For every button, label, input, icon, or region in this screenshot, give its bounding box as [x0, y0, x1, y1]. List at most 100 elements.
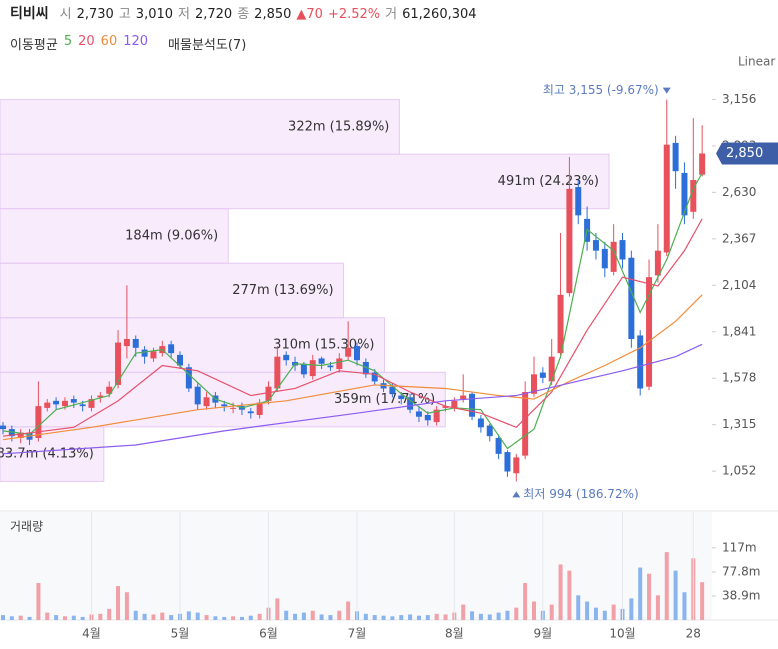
- volume-bar: [443, 614, 448, 620]
- volume-bar: [80, 616, 85, 620]
- candle-body: [345, 347, 352, 357]
- x-tick-label: 10월: [609, 627, 635, 641]
- candle-body: [309, 360, 316, 377]
- volume-bar: [416, 615, 421, 620]
- candle-body: [433, 409, 440, 423]
- volume-bar: [319, 614, 324, 620]
- y-tick-label: 2,104: [722, 278, 756, 292]
- candle-body: [646, 277, 653, 387]
- candle-body: [0, 425, 6, 430]
- volume-bar: [363, 613, 368, 620]
- candle-body: [637, 335, 644, 389]
- volume-bar: [585, 601, 590, 620]
- volume-bar: [213, 616, 218, 620]
- volume-bar: [310, 610, 315, 620]
- candle-body: [389, 386, 396, 394]
- ma-line: [2, 294, 703, 441]
- profile-bar: [0, 99, 400, 155]
- volume-bar: [505, 610, 510, 620]
- high-marker: [662, 87, 671, 94]
- volume-bar: [9, 616, 14, 620]
- field-value: 61,260,304: [402, 7, 477, 22]
- volume-tick-label: 117m: [722, 540, 757, 554]
- volume-bar: [399, 615, 404, 620]
- candle-body: [469, 393, 476, 417]
- candle-body: [35, 406, 42, 438]
- y-tick-label: 3,156: [722, 92, 756, 106]
- candle-body: [203, 397, 210, 407]
- profile-label: 277m (13.69%): [232, 283, 333, 298]
- candle-body: [168, 344, 175, 354]
- volume-bar: [239, 616, 244, 620]
- field-label: 고: [118, 7, 131, 22]
- candle-body: [185, 367, 192, 389]
- header: 티비씨 시 2,730 고 3,010 저 2,720 종 2,850 ▲70 +2.52…: [10, 3, 477, 23]
- volume-pane-bg: [0, 512, 712, 620]
- candle-body: [407, 397, 414, 410]
- candle-body: [79, 404, 86, 407]
- field-value: 2,850: [254, 7, 292, 22]
- field-label: 종: [237, 7, 250, 22]
- volume-bar: [71, 615, 76, 620]
- candle-body: [70, 399, 77, 403]
- candle-body: [247, 411, 254, 414]
- volume-bar: [496, 612, 501, 620]
- change-pct: +2.52%: [327, 7, 381, 22]
- candle-body: [88, 399, 95, 408]
- volume-bar: [301, 612, 306, 620]
- candle-body: [477, 418, 484, 428]
- volume-bar: [186, 611, 191, 620]
- candle-body: [274, 356, 281, 389]
- scale-label: Linear: [738, 55, 775, 69]
- candle-body: [539, 372, 546, 378]
- x-tick-label: 6월: [259, 627, 278, 641]
- y-tick-label: 1,052: [722, 464, 756, 478]
- candle-body: [513, 457, 520, 474]
- candle-body: [106, 386, 113, 394]
- volume-bar: [222, 616, 227, 620]
- candle-body: [115, 342, 122, 385]
- volume-bar: [611, 604, 616, 620]
- volume-bar: [142, 613, 147, 620]
- candle-body: [194, 386, 201, 405]
- legend-title: 이동평균: [10, 38, 58, 53]
- candle-body: [123, 339, 130, 347]
- candle-body: [424, 414, 431, 421]
- high-label: 최고 3,155 (-9.67%): [543, 83, 659, 97]
- legend-entry: 120: [123, 34, 149, 49]
- volume-bar: [151, 614, 156, 620]
- candle-body: [619, 240, 626, 260]
- volume-bar: [664, 552, 669, 620]
- stock-name: 티비씨: [10, 6, 49, 22]
- y-tick-label: 2,630: [722, 185, 756, 199]
- volume-bar: [204, 615, 209, 620]
- candle-body: [283, 354, 290, 361]
- volume-bar: [629, 598, 634, 620]
- candle-body: [628, 257, 635, 339]
- candle-body: [610, 241, 617, 272]
- candle-body: [557, 294, 564, 354]
- volume-bar: [54, 615, 59, 620]
- volume-title: 거래량: [10, 520, 43, 534]
- volume-bar: [45, 612, 50, 620]
- candle-body: [265, 386, 272, 401]
- volume-bar: [390, 616, 395, 620]
- volume-tick-label: 38.9m: [722, 588, 760, 602]
- volume-bar: [638, 567, 643, 620]
- candle-body: [61, 400, 68, 407]
- candle-body: [522, 392, 529, 456]
- candle-body: [318, 358, 325, 364]
- x-tick-label: 28: [686, 627, 701, 641]
- x-tick-label: 4월: [82, 627, 101, 641]
- candle-body: [17, 432, 24, 438]
- low-marker: [512, 491, 521, 498]
- candle-body: [150, 351, 157, 359]
- candle-body: [362, 361, 369, 375]
- volume-bar: [1, 615, 5, 620]
- volume-bar: [532, 601, 536, 620]
- candle-body: [256, 402, 263, 415]
- profile-bar: [0, 426, 105, 482]
- volume-bar: [655, 595, 660, 620]
- volume-tick-label: 77.8m: [722, 564, 760, 578]
